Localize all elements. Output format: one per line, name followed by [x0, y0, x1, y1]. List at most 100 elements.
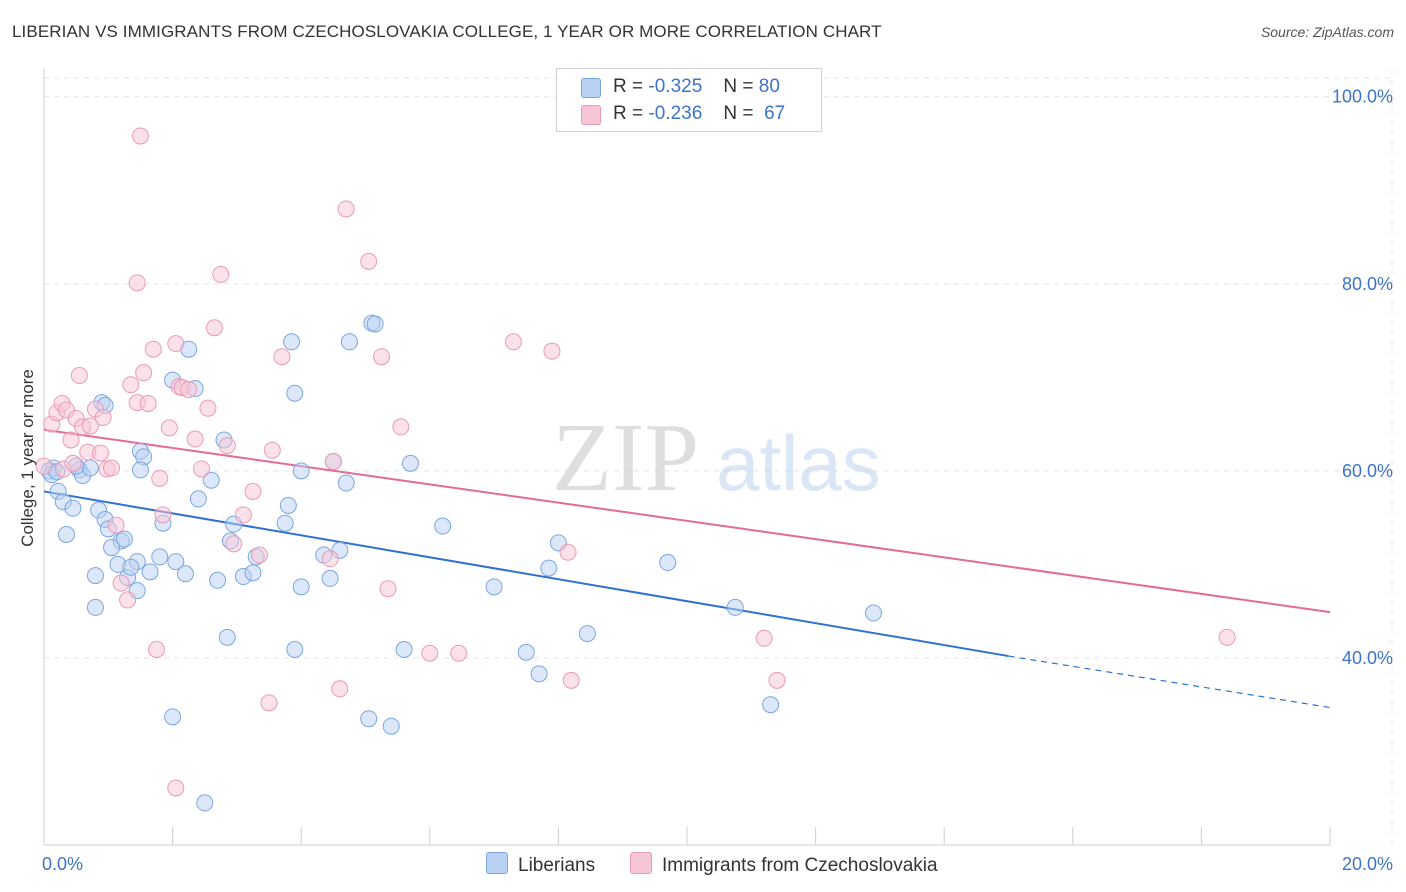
source-label: Source: ZipAtlas.com	[1260, 24, 1394, 40]
data-point-liberians	[122, 558, 140, 576]
data-point-liberians	[81, 459, 99, 477]
bottom-legend-czechoslovakia: Immigrants from Czechoslovakia	[630, 852, 938, 877]
data-point-liberians	[115, 530, 133, 548]
data-point-czechoslovakia	[139, 395, 157, 413]
data-point-czechoslovakia	[167, 335, 185, 353]
chart-title: LIBERIAN VS IMMIGRANTS FROM CZECHOSLOVAK…	[12, 22, 882, 41]
watermark-zip: ZIP	[552, 404, 699, 512]
data-point-czechoslovakia	[199, 399, 217, 417]
data-point-czechoslovakia	[205, 319, 223, 337]
data-point-liberians	[176, 565, 194, 583]
data-point-liberians	[395, 641, 413, 659]
data-point-liberians	[286, 384, 304, 402]
data-point-czechoslovakia	[35, 457, 53, 475]
data-point-czechoslovakia	[131, 127, 149, 145]
data-point-liberians	[517, 643, 535, 661]
x-tick-label-max: 20.0%	[1342, 854, 1393, 874]
legend-r-label: R =	[613, 103, 644, 124]
bottom-legend-swatch-blue	[486, 852, 508, 874]
data-point-czechoslovakia	[62, 431, 80, 449]
legend-n-label: N =	[723, 103, 754, 124]
y-tick-label: 60.0%	[1342, 461, 1393, 481]
series-czechoslovakia-points	[35, 127, 1236, 797]
data-point-liberians	[360, 710, 378, 728]
data-point-czechoslovakia	[70, 366, 88, 384]
data-point-czechoslovakia	[504, 333, 522, 351]
tick-labels: 40.0% 60.0% 80.0% 100.0% 0.0% 20.0%	[42, 87, 1393, 874]
data-point-czechoslovakia	[151, 469, 169, 487]
data-point-czechoslovakia	[768, 671, 786, 689]
data-point-liberians	[402, 454, 420, 472]
data-point-czechoslovakia	[559, 543, 577, 561]
data-point-czechoslovakia	[186, 430, 204, 448]
trend-line-liberians-extension	[1008, 655, 1331, 709]
data-point-liberians	[196, 794, 214, 812]
legend-swatch-pink	[581, 105, 601, 125]
bottom-legend-liberians: Liberians	[486, 852, 595, 877]
data-point-liberians	[244, 564, 262, 582]
data-point-liberians	[726, 598, 744, 616]
trend-line-czechoslovakia	[43, 428, 1331, 614]
data-point-czechoslovakia	[193, 460, 211, 478]
trend-lines	[43, 428, 1331, 709]
data-point-czechoslovakia	[154, 506, 172, 524]
trend-line-liberians	[43, 490, 1009, 658]
watermark-atlas: atlas	[716, 419, 881, 507]
data-point-czechoslovakia	[755, 629, 773, 647]
data-point-liberians	[762, 696, 780, 714]
data-point-liberians	[340, 333, 358, 351]
data-point-liberians	[434, 517, 452, 535]
data-point-czechoslovakia	[337, 200, 355, 218]
data-point-liberians	[64, 499, 82, 517]
data-point-czechoslovakia	[234, 506, 252, 524]
data-point-liberians	[286, 641, 304, 659]
data-point-liberians	[103, 539, 121, 557]
data-point-czechoslovakia	[225, 535, 243, 553]
x-tick-label-min: 0.0%	[42, 854, 83, 874]
data-point-czechoslovakia	[244, 482, 262, 500]
data-point-czechoslovakia	[360, 252, 378, 270]
data-point-liberians	[164, 708, 182, 726]
legend-n-value: 80	[758, 76, 780, 97]
data-point-liberians	[218, 628, 236, 646]
data-point-czechoslovakia	[218, 437, 236, 455]
data-point-czechoslovakia	[392, 418, 410, 436]
correlation-legend: R = -0.325 N = 80 R = -0.236 N = 67	[556, 68, 822, 132]
y-axis-label: College, 1 year or more	[18, 369, 37, 547]
data-point-liberians	[189, 490, 207, 508]
data-point-czechoslovakia	[92, 444, 110, 462]
data-point-liberians	[283, 333, 301, 351]
data-point-czechoslovakia	[107, 516, 125, 534]
data-point-czechoslovakia	[263, 441, 281, 459]
data-point-czechoslovakia	[167, 779, 185, 797]
data-point-czechoslovakia	[1218, 628, 1236, 646]
data-point-czechoslovakia	[562, 671, 580, 689]
data-point-liberians	[659, 554, 677, 572]
data-point-czechoslovakia	[450, 644, 468, 662]
bottom-legend-label: Immigrants from Czechoslovakia	[662, 855, 938, 876]
data-point-liberians	[321, 569, 339, 587]
data-point-czechoslovakia	[212, 265, 230, 283]
data-point-liberians	[864, 604, 882, 622]
data-point-liberians	[530, 665, 548, 683]
data-point-czechoslovakia	[379, 580, 397, 598]
data-point-liberians	[209, 571, 227, 589]
legend-r-value: -0.236	[648, 103, 703, 124]
data-point-liberians	[167, 553, 185, 571]
y-tick-label: 80.0%	[1342, 274, 1393, 294]
data-point-czechoslovakia	[64, 454, 82, 472]
data-point-liberians	[485, 578, 503, 596]
data-point-liberians	[337, 474, 355, 492]
data-point-liberians	[86, 567, 104, 585]
legend-r-value: -0.325	[648, 76, 703, 97]
data-point-liberians	[292, 578, 310, 596]
data-point-czechoslovakia	[122, 376, 140, 394]
data-point-liberians	[292, 462, 310, 480]
data-point-czechoslovakia	[543, 342, 561, 360]
data-point-czechoslovakia	[148, 641, 166, 659]
data-point-liberians	[578, 625, 596, 643]
data-point-czechoslovakia	[81, 417, 99, 435]
data-point-czechoslovakia	[135, 364, 153, 382]
data-point-liberians	[202, 471, 220, 489]
